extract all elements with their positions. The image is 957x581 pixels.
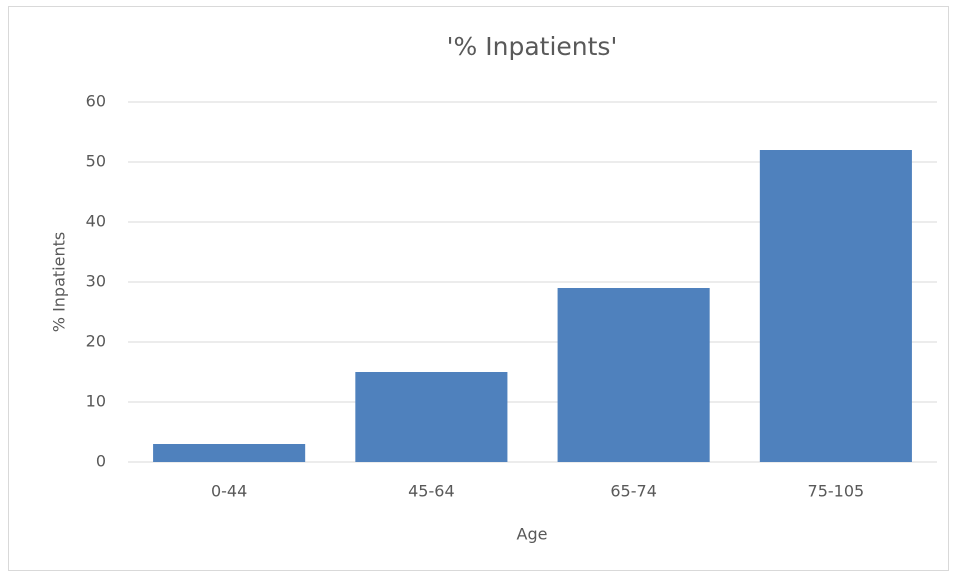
y-axis-title: % Inpatients <box>50 232 69 332</box>
y-tick-label: 20 <box>86 332 106 351</box>
y-tick-label: 10 <box>86 392 106 411</box>
x-tick-label: 0-44 <box>211 482 247 501</box>
bar <box>355 372 508 462</box>
y-tick-label: 40 <box>86 212 106 231</box>
bar <box>759 150 912 462</box>
x-tick-label: 45-64 <box>408 482 455 501</box>
y-tick-label: 50 <box>86 152 106 171</box>
bar <box>557 288 710 462</box>
x-tick-label: 75-105 <box>808 482 865 501</box>
y-tick-label: 0 <box>96 452 106 471</box>
y-tick-label: 60 <box>86 92 106 111</box>
chart-title: '% Inpatients' <box>447 32 618 61</box>
x-tick-label: 65-74 <box>610 482 657 501</box>
y-tick-label: 30 <box>86 272 106 291</box>
x-axis-title: Age <box>517 525 548 544</box>
bar <box>153 444 306 462</box>
